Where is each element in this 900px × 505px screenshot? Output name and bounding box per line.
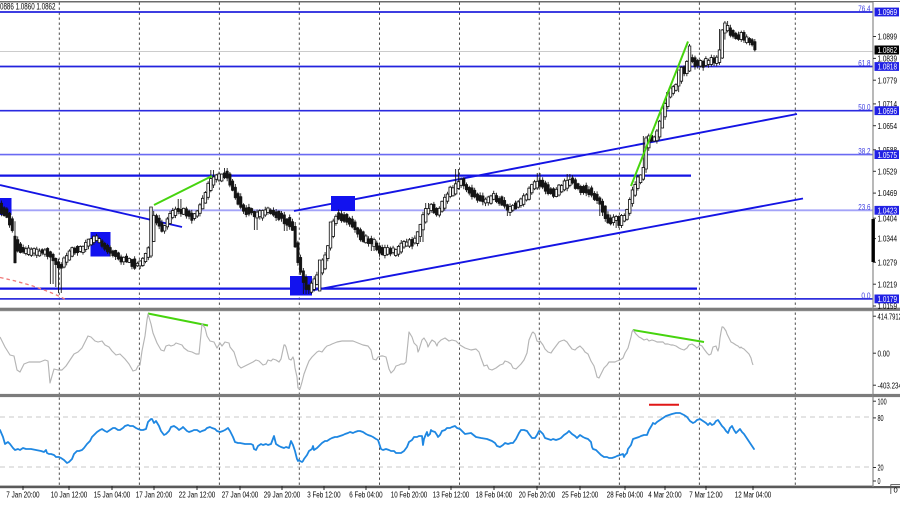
svg-text:1.0779: 1.0779	[878, 75, 898, 85]
svg-text:0.00: 0.00	[878, 348, 890, 358]
svg-text:1.0899: 1.0899	[878, 32, 898, 42]
svg-text:6 Feb 04:00: 6 Feb 04:00	[349, 490, 382, 500]
svg-text:20: 20	[878, 463, 884, 473]
svg-text:7 Jan 20:00: 7 Jan 20:00	[6, 490, 39, 500]
svg-text:1.0219: 1.0219	[878, 279, 898, 289]
svg-text:3 Feb 12:00: 3 Feb 12:00	[307, 490, 340, 500]
svg-text:20 Feb 20:00: 20 Feb 20:00	[519, 490, 556, 500]
svg-text:28 Feb 04:00: 28 Feb 04:00	[607, 490, 644, 500]
svg-text:17 Jan 20:00: 17 Jan 20:00	[136, 490, 173, 500]
svg-text:12 Mar 04:00: 12 Mar 04:00	[735, 490, 772, 500]
svg-text:-403.234: -403.234	[878, 380, 900, 390]
svg-text:1.0344: 1.0344	[878, 234, 898, 244]
svg-text:1.0654: 1.0654	[878, 121, 898, 131]
svg-text:25 Feb 12:00: 25 Feb 12:00	[562, 490, 599, 500]
svg-text:0: 0	[894, 486, 898, 495]
svg-text:50.0: 50.0	[858, 102, 870, 112]
svg-text:1.0575: 1.0575	[878, 150, 898, 160]
svg-text:76.4: 76.4	[858, 4, 870, 14]
svg-text:7 Mar 12:00: 7 Mar 12:00	[689, 490, 722, 500]
svg-text:13 Feb 12:00: 13 Feb 12:00	[433, 490, 470, 500]
svg-text:1.0423: 1.0423	[878, 206, 898, 216]
svg-text:0886 1.0860 1.0862: 0886 1.0860 1.0862	[0, 1, 56, 11]
svg-text:414.7912: 414.7912	[878, 311, 900, 321]
svg-text:1.0179: 1.0179	[878, 294, 898, 304]
svg-text:10 Jan 12:00: 10 Jan 12:00	[51, 490, 88, 500]
svg-text:29 Jan 20:00: 29 Jan 20:00	[264, 490, 301, 500]
svg-text:23.6: 23.6	[858, 202, 870, 212]
svg-text:1.0469: 1.0469	[878, 188, 898, 198]
svg-text:1.0279: 1.0279	[878, 257, 898, 267]
svg-text:1.0529: 1.0529	[878, 166, 898, 176]
svg-text:10 Feb 20:00: 10 Feb 20:00	[391, 490, 428, 500]
svg-text:0: 0	[878, 476, 881, 486]
svg-text:4 Mar 20:00: 4 Mar 20:00	[648, 490, 681, 500]
svg-text:0.0: 0.0	[861, 290, 870, 300]
svg-text:1.0696: 1.0696	[878, 106, 898, 116]
svg-text:38.2: 38.2	[858, 146, 870, 156]
svg-text:1.0969: 1.0969	[878, 7, 898, 17]
svg-text:80: 80	[878, 413, 884, 423]
svg-text:1.0862: 1.0862	[878, 45, 898, 55]
svg-text:22 Jan 12:00: 22 Jan 12:00	[179, 490, 216, 500]
svg-text:15 Jan 04:00: 15 Jan 04:00	[94, 490, 131, 500]
svg-text:61.8: 61.8	[858, 58, 870, 68]
svg-text:100: 100	[878, 396, 887, 406]
svg-text:18 Feb 04:00: 18 Feb 04:00	[476, 490, 513, 500]
svg-text:27 Jan 04:00: 27 Jan 04:00	[222, 490, 259, 500]
svg-text:1.0818: 1.0818	[878, 62, 898, 72]
